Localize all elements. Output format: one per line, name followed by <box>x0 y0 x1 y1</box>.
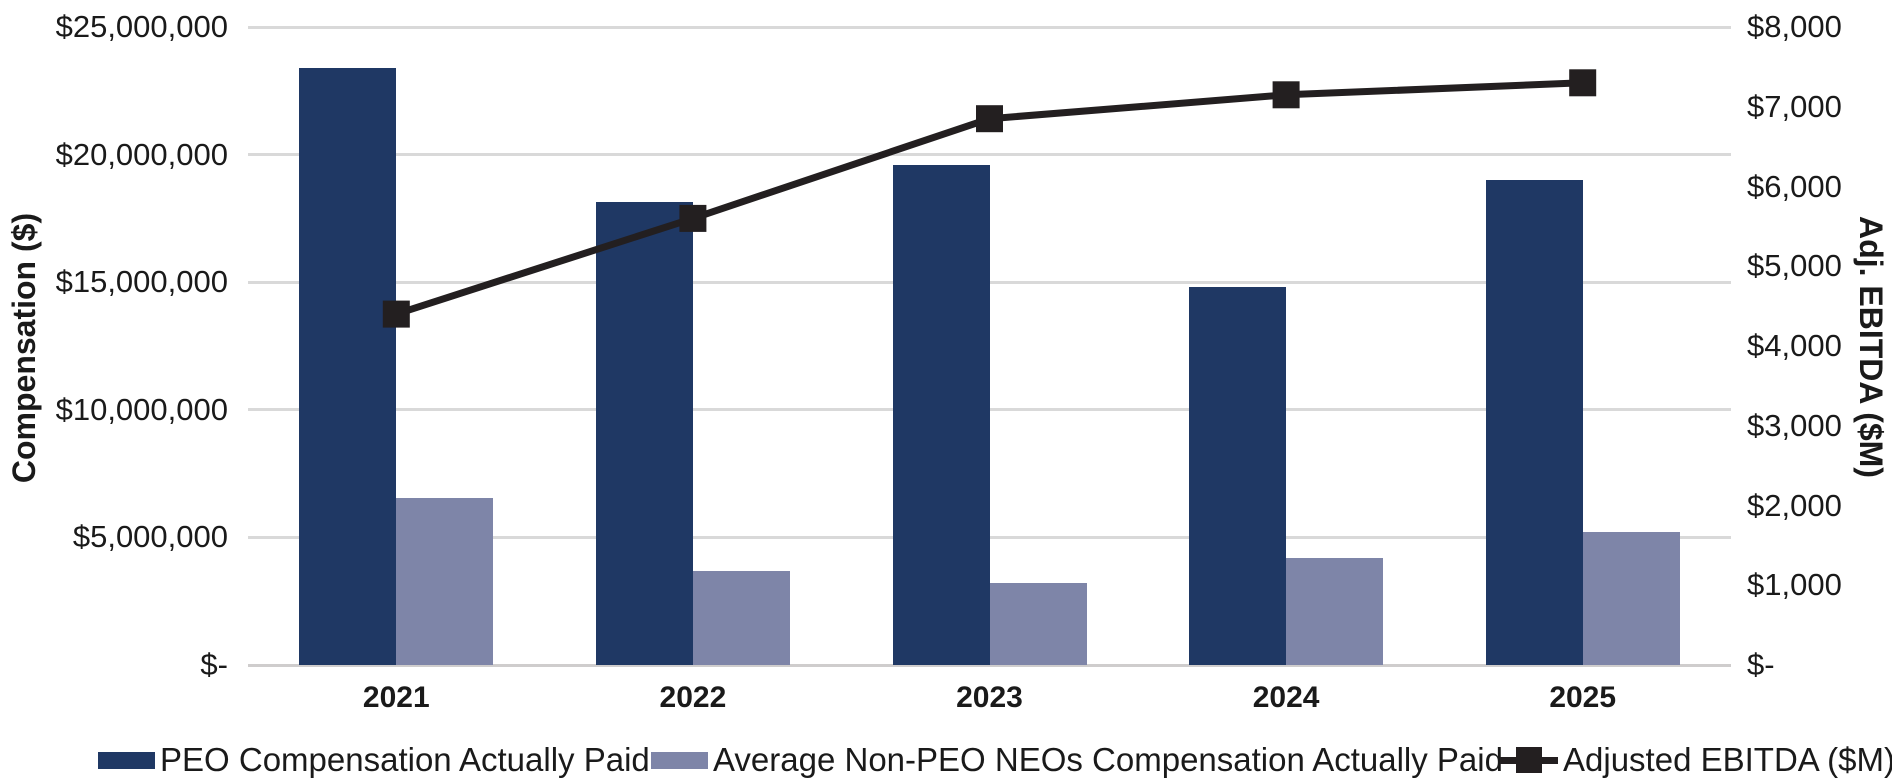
ebitda-marker-2023 <box>976 105 1003 133</box>
right-tick-label: $6,000 <box>1747 168 1842 204</box>
left-tick-label: $15,000,000 <box>55 264 228 300</box>
year-label-2024: 2024 <box>1252 681 1320 714</box>
peo-bar-2023 <box>892 164 990 665</box>
ebitda-legend-label: Adjusted EBITDA ($M) <box>1563 741 1892 778</box>
legend-item-peo-compensation: PEO Compensation Actually Paid <box>98 742 650 778</box>
nonpeo-legend-swatch <box>651 751 708 769</box>
gridline <box>248 153 1731 157</box>
right-tick-label: $7,000 <box>1747 88 1842 124</box>
gridline <box>248 25 1731 29</box>
gridline <box>248 408 1731 412</box>
nonpeo-bar-2025 <box>1582 532 1680 665</box>
right-tick-label: $5,000 <box>1747 248 1842 284</box>
right-tick-label: $3,000 <box>1747 407 1842 443</box>
right-tick-label: $2,000 <box>1747 487 1842 523</box>
left-tick-label: $25,000,000 <box>55 9 228 44</box>
ebitda-marker-2021 <box>382 300 410 328</box>
legend-item-adjusted-ebitda: Adjusted EBITDA ($M) <box>1500 742 1892 778</box>
nonpeo-bar-2022 <box>692 570 790 665</box>
ebitda-marker-2025 <box>1569 69 1597 97</box>
peo-bar-2025 <box>1485 180 1583 665</box>
nonpeo-bar-2023 <box>989 583 1087 665</box>
nonpeo-bar-2021 <box>396 497 494 665</box>
ebitda-marker-2024 <box>1272 81 1300 109</box>
year-label-2025: 2025 <box>1549 681 1617 714</box>
x-axis-line <box>248 664 1731 667</box>
nonpeo-bar-2024 <box>1286 557 1384 665</box>
right-tick-label: $8,000 <box>1747 9 1842 44</box>
peo-legend-label: PEO Compensation Actually Paid <box>160 741 650 778</box>
year-label-2022: 2022 <box>659 681 727 714</box>
ebitda-legend-marker <box>1516 746 1542 773</box>
year-label-2023: 2023 <box>956 681 1023 714</box>
gridline <box>248 535 1731 539</box>
left-tick-label: $- <box>200 647 228 682</box>
right-tick-label: $4,000 <box>1747 328 1842 363</box>
ebitda-marker-2022 <box>679 204 707 232</box>
peo-legend-swatch <box>98 751 155 769</box>
peo-bar-2024 <box>1189 287 1287 665</box>
left-tick-label: $20,000,000 <box>55 136 228 172</box>
peo-bar-2021 <box>299 67 397 665</box>
legend-item-nonpeo-compensation: Average Non-PEO NEOs Compensation Actual… <box>651 742 1503 778</box>
year-label-2021: 2021 <box>362 681 430 714</box>
left-tick-label: $10,000,000 <box>55 391 228 427</box>
peo-bar-2022 <box>595 201 693 665</box>
ebitda-legend-swatch <box>1500 746 1558 774</box>
right-tick-label: $- <box>1747 647 1775 682</box>
left-tick-label: $5,000,000 <box>72 519 228 555</box>
right-tick-label: $1,000 <box>1747 567 1842 603</box>
nonpeo-legend-label: Average Non-PEO NEOs Compensation Actual… <box>713 741 1503 778</box>
gridline <box>248 280 1731 284</box>
